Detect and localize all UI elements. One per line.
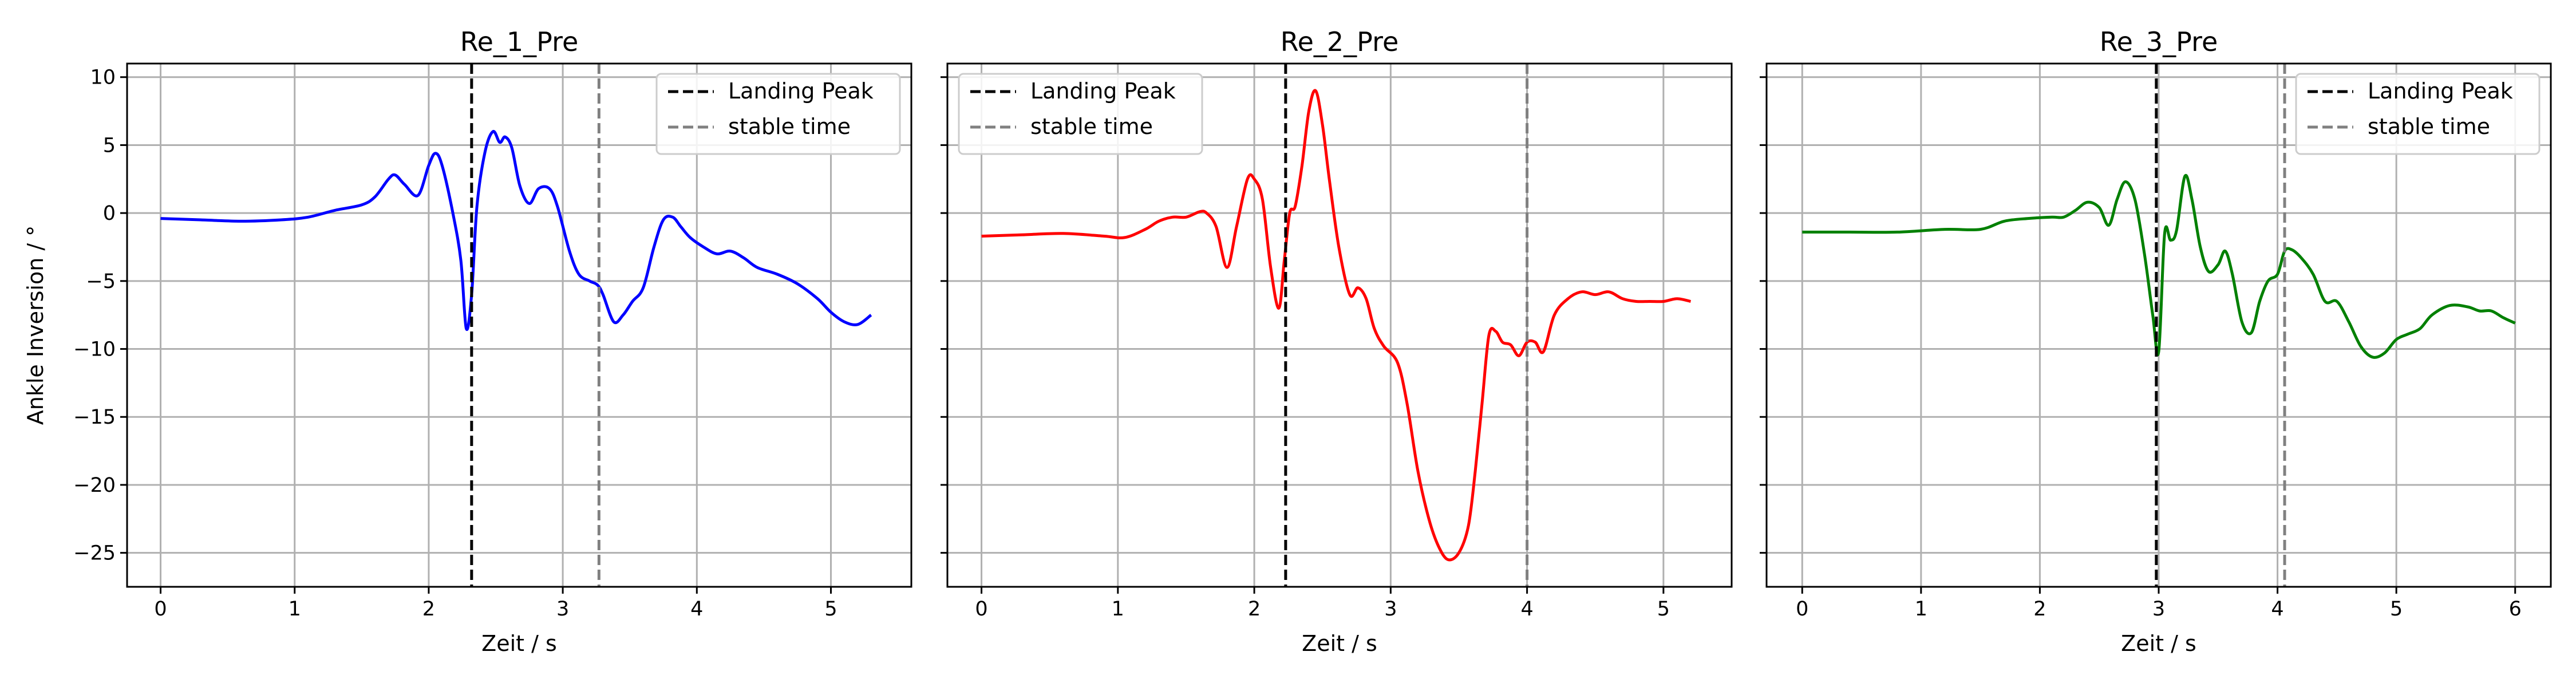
plot-area: [981, 64, 1692, 587]
legend-entry: stable time: [1030, 114, 1153, 139]
y-tick-label: −10: [73, 338, 116, 361]
grid: [1767, 64, 2551, 587]
y-axis-label: Ankle Inversion / °: [23, 226, 48, 425]
legend: Landing Peak stable time: [2295, 73, 2541, 155]
x-tick-label: 4: [1520, 598, 1533, 621]
x-tick-label: 4: [2271, 598, 2283, 621]
legend-entry: Landing Peak: [1030, 78, 1176, 104]
y-tick-label: −25: [73, 542, 116, 565]
x-tick-label: 1: [1915, 598, 1927, 621]
y-tick-label: −15: [73, 406, 116, 429]
legend-box: [655, 73, 901, 155]
series-line-1: [160, 130, 872, 331]
plot-area: [160, 64, 872, 587]
x-tick-label: 1: [1112, 598, 1124, 621]
x-tick-label: 3: [1384, 598, 1397, 621]
legend: Landing Peak stable time: [958, 73, 1203, 155]
y-tick-label: 10: [90, 66, 116, 89]
legend-entry: Landing Peak: [2368, 78, 2513, 104]
x-axis-label: Zeit / s: [1302, 631, 1377, 656]
legend-entry: stable time: [2368, 114, 2490, 139]
chart-title: Re_2_Pre: [1281, 26, 1399, 57]
x-tick-label: 2: [422, 598, 435, 621]
legend-entry: Landing Peak: [728, 78, 874, 104]
x-tick-label: 1: [289, 598, 301, 621]
axes-frame: [946, 62, 1733, 588]
x-tick-label: 0: [154, 598, 167, 621]
legend-box: [958, 73, 1203, 155]
series-line-1: [981, 89, 1692, 562]
x-tick-label: 2: [1248, 598, 1261, 621]
x-tick-label: 3: [556, 598, 569, 621]
y-tick-label: −5: [86, 270, 116, 293]
x-tick-label: 5: [1657, 598, 1670, 621]
chart-title: Re_3_Pre: [2100, 26, 2218, 57]
x-tick-label: 0: [975, 598, 987, 621]
y-tick-label: 5: [103, 134, 116, 157]
plot-area: [1802, 64, 2516, 587]
subplot-3: 0 1 2 3 4 5 6 Re_3_Pre Zeit / s Landing Peak stabl…: [1760, 26, 2552, 656]
chart-title: Re_1_Pre: [460, 26, 579, 57]
x-tick-label: 4: [690, 598, 703, 621]
x-tick-label: 0: [1796, 598, 1808, 621]
x-tick-label: 2: [2033, 598, 2046, 621]
legend-box: [2295, 73, 2541, 155]
x-axis-label: Zeit / s: [481, 631, 557, 656]
legend-entry: stable time: [728, 114, 851, 139]
subplot-1: 0 1 2 3 4 5 10 5 0 −5 −10 −15 −20 −25 Re_1_Pre Zeit / s…: [23, 26, 912, 656]
subplot-2: 0 1 2 3 4 5 Re_2_Pre Zeit / s Landing Peak stable…: [941, 26, 1733, 656]
x-tick-label: 3: [2152, 598, 2165, 621]
x-axis-label: Zeit / s: [2121, 631, 2196, 656]
x-tick-label: 5: [824, 598, 837, 621]
x-tick-label: 5: [2390, 598, 2403, 621]
series-line-1: [1802, 173, 2516, 359]
legend: Landing Peak stable time: [655, 73, 901, 155]
axes-frame: [126, 62, 912, 588]
y-tick-label: 0: [103, 202, 116, 225]
y-tick-label: −20: [73, 474, 116, 497]
x-tick-label: 6: [2509, 598, 2522, 621]
